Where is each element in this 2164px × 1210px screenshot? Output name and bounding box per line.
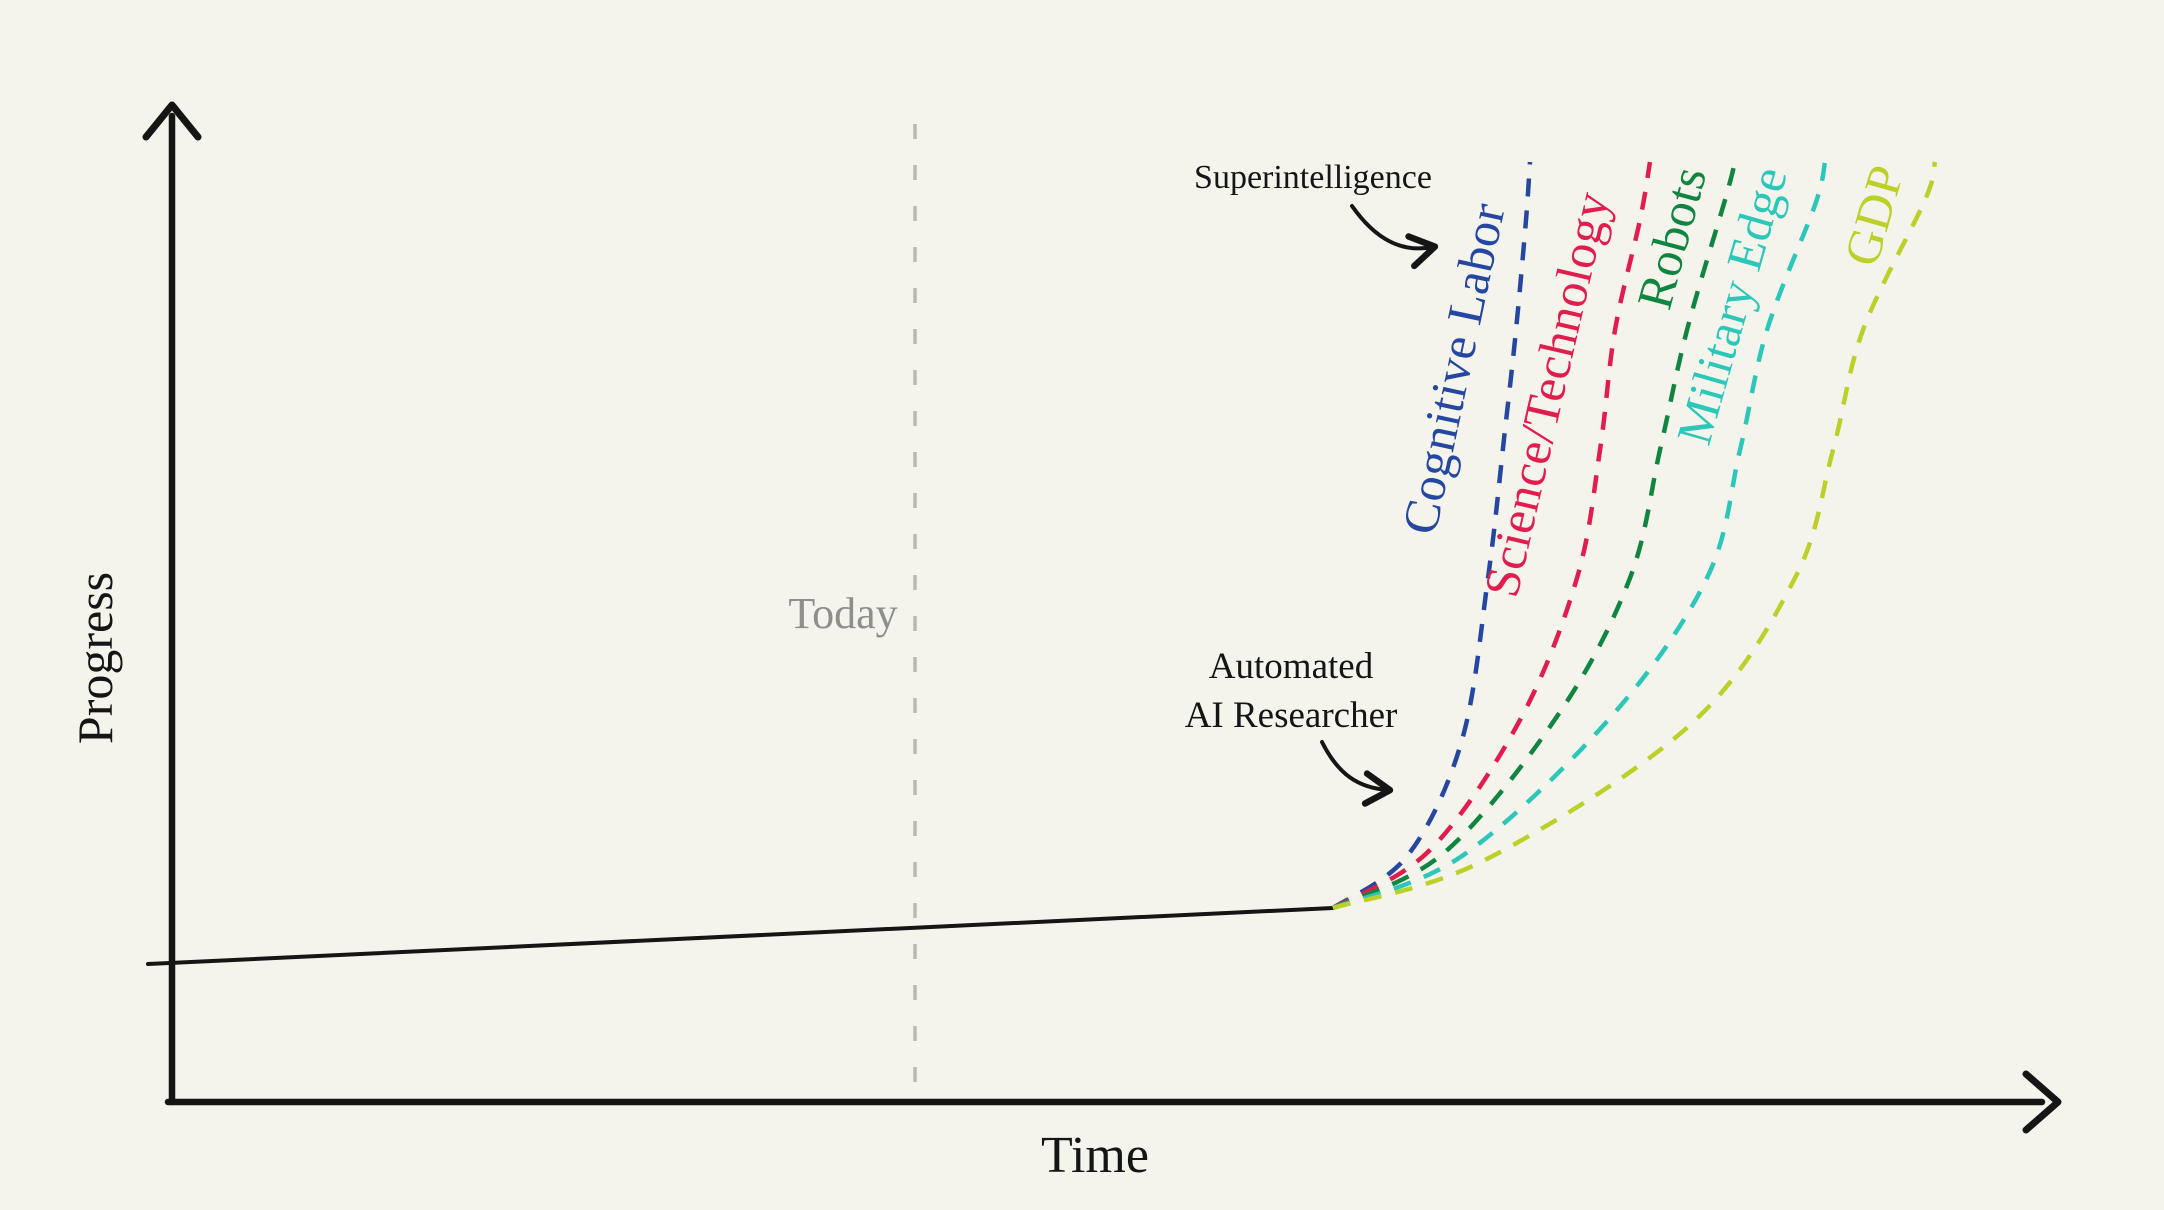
y-axis-arrowhead-icon [142,101,202,141]
x-axis-label: Time [1041,1127,1149,1184]
curve-robots [1331,161,1738,911]
y-axis-label: Progress [67,572,123,744]
x-axis-arrowhead-icon [2022,1070,2062,1134]
curve-military-edge [1332,161,1828,911]
automated-ai-researcher-arrow-icon [1320,740,1394,807]
curve-science-technology [1331,161,1653,910]
automated-ai-researcher-annotation-line2: AI Researcher [1185,695,1398,736]
curve-historical-progress [146,906,1335,966]
curve-cognitive-labor [1331,161,1533,910]
superintelligence-annotation: Superintelligence [1194,159,1432,196]
superintelligence-arrow-icon [1350,204,1439,270]
curve-gdp [1332,161,1938,911]
automated-ai-researcher-annotation-line1: Automated [1209,646,1374,687]
today-label: Today [788,589,897,638]
axes [142,101,2062,1134]
